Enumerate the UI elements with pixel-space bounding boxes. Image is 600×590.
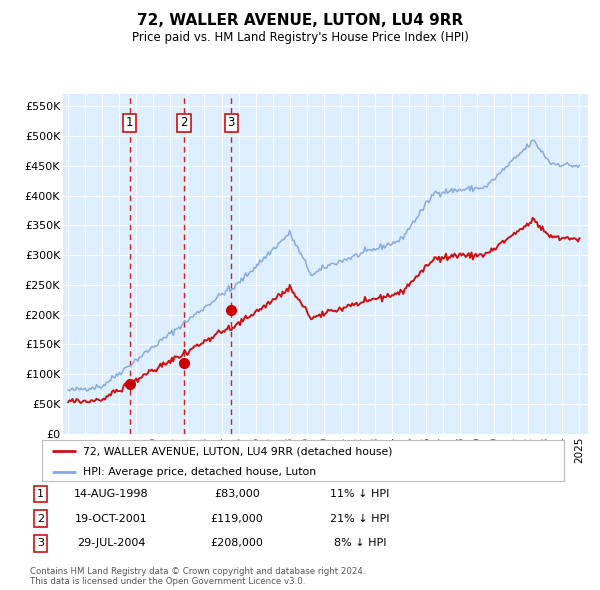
Text: Contains HM Land Registry data © Crown copyright and database right 2024.
This d: Contains HM Land Registry data © Crown c…	[30, 567, 365, 586]
Text: 11% ↓ HPI: 11% ↓ HPI	[331, 489, 389, 499]
Text: 72, WALLER AVENUE, LUTON, LU4 9RR: 72, WALLER AVENUE, LUTON, LU4 9RR	[137, 13, 463, 28]
Text: Price paid vs. HM Land Registry's House Price Index (HPI): Price paid vs. HM Land Registry's House …	[131, 31, 469, 44]
Text: £208,000: £208,000	[211, 539, 263, 548]
Text: 21% ↓ HPI: 21% ↓ HPI	[330, 514, 390, 523]
Text: 14-AUG-1998: 14-AUG-1998	[74, 489, 148, 499]
Text: 1: 1	[37, 489, 44, 499]
Text: £83,000: £83,000	[214, 489, 260, 499]
Text: 3: 3	[37, 539, 44, 548]
Text: 3: 3	[227, 116, 235, 129]
Text: 29-JUL-2004: 29-JUL-2004	[77, 539, 145, 548]
Text: 8% ↓ HPI: 8% ↓ HPI	[334, 539, 386, 548]
Text: 72, WALLER AVENUE, LUTON, LU4 9RR (detached house): 72, WALLER AVENUE, LUTON, LU4 9RR (detac…	[83, 446, 392, 456]
Text: 1: 1	[126, 116, 134, 129]
Text: 19-OCT-2001: 19-OCT-2001	[74, 514, 148, 523]
Text: £119,000: £119,000	[211, 514, 263, 523]
Text: 2: 2	[37, 514, 44, 523]
Text: 2: 2	[181, 116, 188, 129]
Text: HPI: Average price, detached house, Luton: HPI: Average price, detached house, Luto…	[83, 467, 316, 477]
